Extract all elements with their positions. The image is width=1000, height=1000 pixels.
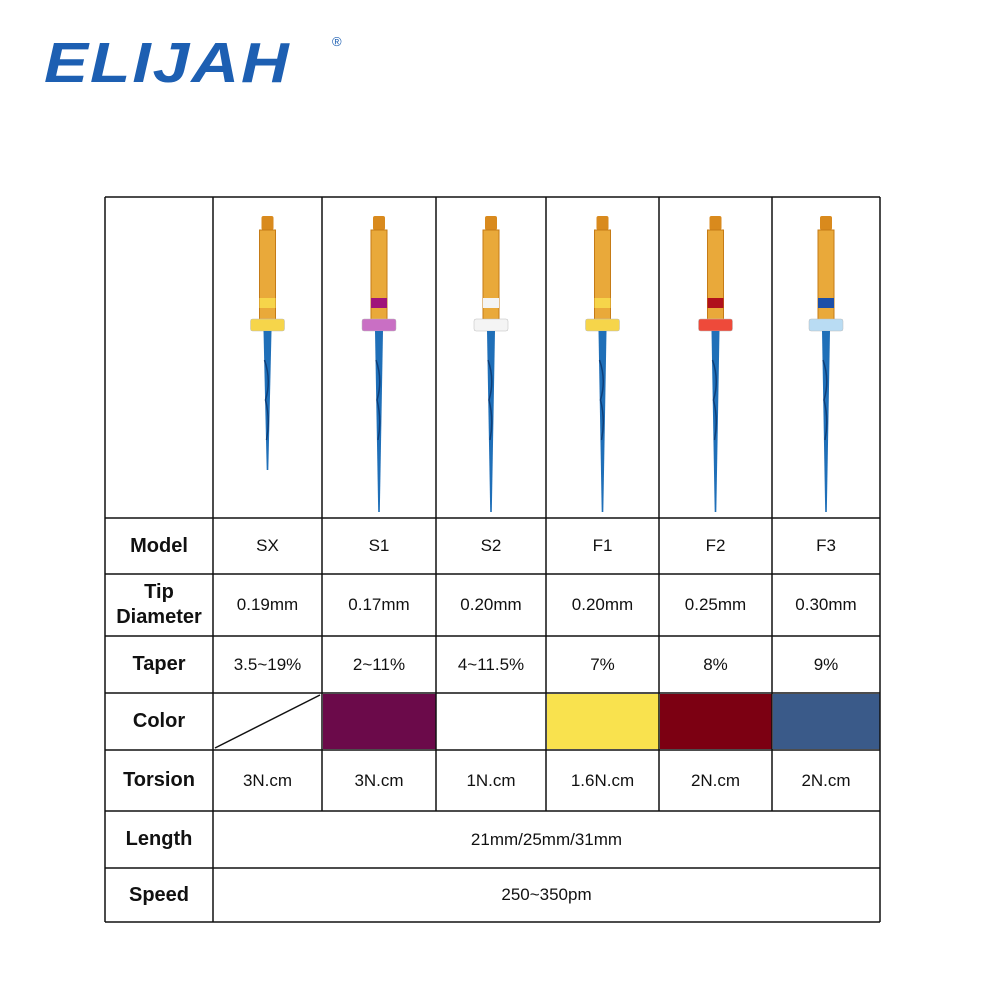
file-cap xyxy=(373,216,385,230)
file-ring xyxy=(250,318,285,332)
row-label: Taper xyxy=(132,653,186,675)
registered-mark: ® xyxy=(332,34,342,49)
model: S2 xyxy=(480,536,502,556)
file-cap xyxy=(820,216,832,230)
no-color-slash xyxy=(214,694,321,749)
torsion: 3N.cm xyxy=(242,770,293,790)
tip-diameter: 0.20mm xyxy=(460,595,522,615)
file-flute xyxy=(822,359,828,441)
file-flute xyxy=(375,359,381,441)
file-ring xyxy=(808,318,844,332)
taper: 4~11.5% xyxy=(457,654,525,674)
file-flute xyxy=(487,359,493,441)
taper: 9% xyxy=(813,654,839,674)
model: F3 xyxy=(816,536,836,556)
tip-diameter: 0.25mm xyxy=(684,595,747,615)
file-ring xyxy=(473,318,509,332)
file-ring xyxy=(361,318,397,332)
tip-diameter: 0.20mm xyxy=(571,595,634,615)
torsion: 1.6N.cm xyxy=(570,770,635,790)
torsion: 1N.cm xyxy=(466,770,516,790)
model: F2 xyxy=(705,536,726,556)
file-cap xyxy=(485,216,497,230)
file-cap xyxy=(596,216,609,230)
row-label: Length xyxy=(125,828,193,850)
file-cap xyxy=(709,216,722,230)
tip-diameter: 0.19mm xyxy=(236,595,299,615)
file-band xyxy=(594,298,611,308)
tip-diameter: 0.17mm xyxy=(348,595,410,615)
file-band xyxy=(818,298,834,308)
row-label: Torsion xyxy=(123,769,195,791)
color-swatch xyxy=(323,694,436,749)
file-shaft xyxy=(263,331,272,470)
taper: 8% xyxy=(703,654,728,674)
file-band xyxy=(483,298,499,308)
file-flute xyxy=(598,359,604,441)
row-label: Tip Diameter xyxy=(116,581,202,628)
row-label: Color xyxy=(132,710,186,732)
torsion: 2N.cm xyxy=(690,770,741,790)
row-label: Speed xyxy=(128,883,190,906)
row-label: Model xyxy=(130,534,188,557)
file-cap xyxy=(261,216,274,230)
taper: 7% xyxy=(590,654,615,674)
file-ring xyxy=(698,318,733,332)
color-swatch xyxy=(660,694,772,749)
speed: 250~350pm xyxy=(501,885,592,905)
length: 21mm/25mm/31mm xyxy=(470,829,623,849)
logo: ELIJAH xyxy=(44,30,291,94)
color-swatch xyxy=(773,694,880,749)
torsion: 3N.cm xyxy=(354,770,404,790)
file-shaft xyxy=(598,331,607,512)
color-swatch xyxy=(437,694,546,749)
file-band xyxy=(707,298,724,308)
file-shaft xyxy=(822,331,830,512)
color-swatch xyxy=(547,694,659,749)
file-flute xyxy=(263,359,269,441)
file-band xyxy=(259,298,276,308)
file-shaft xyxy=(375,331,383,512)
file-ring xyxy=(585,318,620,332)
file-band xyxy=(371,298,387,308)
model: SX xyxy=(256,536,279,556)
file-flute xyxy=(711,359,717,441)
model: F1 xyxy=(592,536,613,556)
taper: 2~11% xyxy=(352,654,406,674)
taper: 3.5~19% xyxy=(233,654,302,674)
torsion: 2N.cm xyxy=(801,770,851,790)
model: S1 xyxy=(368,536,390,556)
file-shaft xyxy=(711,331,720,512)
file-shaft xyxy=(487,331,495,512)
tip-diameter: 0.30mm xyxy=(795,595,857,615)
